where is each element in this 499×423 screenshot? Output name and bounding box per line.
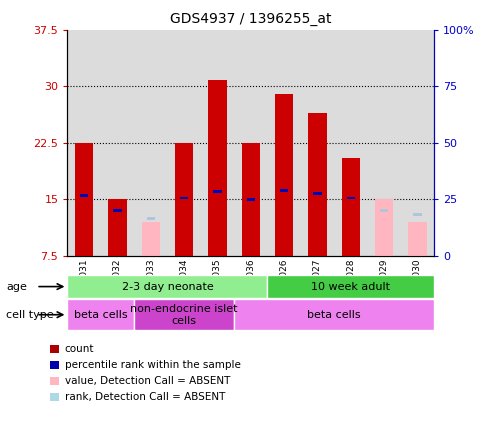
Bar <box>401 30 434 256</box>
Text: beta cells: beta cells <box>307 310 361 320</box>
Bar <box>334 30 367 256</box>
Bar <box>313 192 321 195</box>
Bar <box>113 209 121 212</box>
Text: age: age <box>6 282 27 292</box>
Title: GDS4937 / 1396255_at: GDS4937 / 1396255_at <box>170 12 331 26</box>
Bar <box>267 275 434 298</box>
Bar <box>275 94 293 256</box>
Bar <box>367 30 401 256</box>
Text: cell type: cell type <box>6 310 53 320</box>
Text: rank, Detection Call = ABSENT: rank, Detection Call = ABSENT <box>65 392 225 402</box>
Bar <box>67 30 101 256</box>
Bar <box>67 275 267 298</box>
Bar <box>408 222 427 256</box>
Bar <box>134 30 167 256</box>
Bar <box>247 198 255 201</box>
Bar <box>134 299 234 330</box>
Bar <box>301 30 334 256</box>
Bar <box>267 30 301 256</box>
Bar <box>208 80 227 256</box>
Bar <box>175 143 193 256</box>
Text: 10 week adult: 10 week adult <box>311 282 390 291</box>
Text: percentile rank within the sample: percentile rank within the sample <box>65 360 241 370</box>
Text: non-endocrine islet
cells: non-endocrine islet cells <box>130 304 238 326</box>
Bar <box>380 209 388 212</box>
Bar <box>142 222 160 256</box>
Bar <box>80 194 88 197</box>
Text: count: count <box>65 344 94 354</box>
Bar <box>413 213 422 216</box>
Bar <box>213 190 222 193</box>
Bar <box>234 299 434 330</box>
Bar <box>347 197 355 199</box>
Bar <box>375 199 393 256</box>
Bar <box>67 299 134 330</box>
Bar <box>75 143 93 256</box>
Text: 2-3 day neonate: 2-3 day neonate <box>122 282 213 291</box>
Bar <box>242 143 260 256</box>
Bar <box>342 158 360 256</box>
Bar <box>280 189 288 192</box>
Bar <box>108 199 127 256</box>
Bar <box>234 30 267 256</box>
Bar <box>201 30 234 256</box>
Bar <box>147 217 155 220</box>
Bar <box>101 30 134 256</box>
Bar <box>308 113 327 256</box>
Text: value, Detection Call = ABSENT: value, Detection Call = ABSENT <box>65 376 230 386</box>
Bar <box>167 30 201 256</box>
Bar <box>180 197 188 199</box>
Text: beta cells: beta cells <box>74 310 128 320</box>
